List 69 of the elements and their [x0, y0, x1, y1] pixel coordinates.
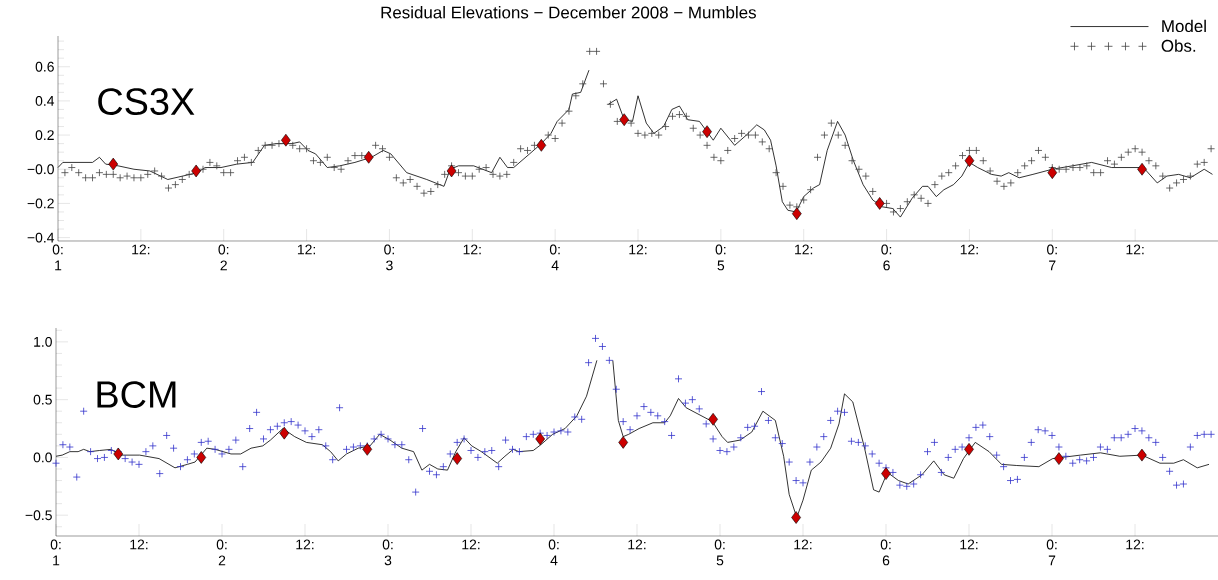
point	[281, 133, 291, 147]
x-tick-label: 12:	[960, 244, 978, 255]
y-tick-label: 0.0	[33, 452, 52, 463]
point	[196, 451, 207, 464]
x-tick-label: 12:	[130, 539, 148, 550]
x-tick-label: 0: 4	[548, 539, 559, 566]
annotation: BCM	[97, 381, 176, 408]
x-tick-label: 0: 7	[1047, 244, 1057, 271]
point	[536, 139, 547, 152]
x-tick-label: 12:	[794, 539, 812, 550]
point	[362, 443, 373, 456]
x-tick-label: 0: 2	[216, 539, 227, 566]
x-tick-label: 12:	[1126, 244, 1144, 255]
x-tick-label: 0: 7	[1046, 539, 1057, 566]
point	[1054, 452, 1064, 465]
point	[452, 452, 462, 465]
point	[446, 164, 457, 178]
y-tick-label: 0.5	[33, 394, 52, 405]
point	[791, 511, 801, 524]
point	[618, 436, 628, 449]
x-tick-label: 0: 5	[714, 539, 725, 566]
x-tick-label: 0: 1	[50, 539, 61, 566]
x-tick-label: 12:	[463, 244, 481, 255]
legend-label: Model	[1162, 19, 1206, 33]
point	[1047, 166, 1058, 179]
point	[708, 412, 718, 426]
x-tick-label: 0: 6	[881, 244, 892, 271]
x-tick-label: 12:	[462, 539, 480, 550]
point	[191, 164, 201, 178]
point	[702, 125, 712, 138]
point	[881, 467, 891, 480]
x-tick-label: 0: 3	[382, 539, 393, 566]
x-tick-label: 0: 4	[549, 244, 560, 271]
x-tick-label: 12:	[629, 244, 647, 255]
x-tick-label: 12:	[1126, 539, 1144, 550]
point	[113, 447, 124, 461]
chart-title: Residual Elevations − December 2008 − Mumbles	[381, 6, 756, 19]
point	[964, 443, 974, 456]
x-tick-label: 12:	[297, 244, 315, 255]
point	[1137, 448, 1147, 462]
x-tick-label: 12:	[795, 244, 813, 255]
x-tick-label: 0: 6	[880, 539, 891, 566]
x-tick-label: 12:	[960, 539, 978, 550]
y-tick-label: −0.5	[25, 510, 52, 521]
point	[792, 207, 802, 220]
x-tick-label: 12:	[132, 244, 150, 255]
x-tick-label: 0: 1	[52, 244, 63, 271]
y-tick-label: 1.0	[34, 336, 52, 347]
x-tick-label: 0: 5	[715, 244, 726, 271]
point	[108, 157, 119, 171]
annotation: CS3X	[98, 88, 195, 115]
point	[535, 432, 545, 446]
point	[874, 197, 885, 210]
point	[619, 113, 629, 126]
x-tick-label: 0: 3	[384, 244, 394, 271]
y-tick-label: −0.2	[27, 198, 54, 209]
x-tick-label: 12:	[296, 539, 314, 550]
y-tick-label: 0.6	[35, 61, 54, 72]
x-tick-label: 12:	[628, 539, 646, 550]
y-tick-label: 0.2	[35, 130, 54, 141]
legend-label: Obs.	[1161, 39, 1196, 52]
y-tick-label: 0.4	[35, 95, 55, 106]
point	[1137, 162, 1147, 176]
point	[964, 154, 975, 167]
y-tick-label: −0.0	[27, 164, 54, 175]
point	[279, 426, 290, 440]
point	[363, 150, 374, 164]
x-tick-label: 0: 2	[218, 244, 229, 271]
y-tick-label: −0.4	[27, 232, 55, 243]
